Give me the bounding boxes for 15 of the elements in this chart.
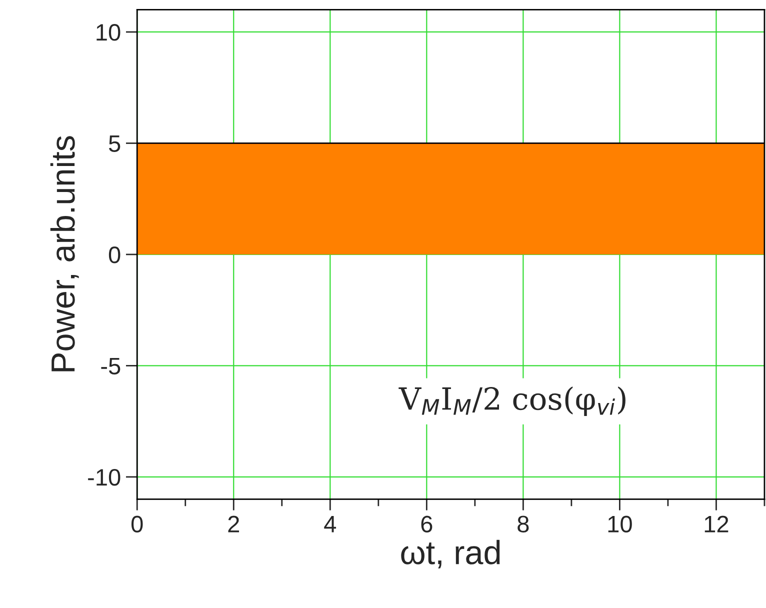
y-axis-title: Power, arb.units	[50, 136, 79, 372]
x-tick-label: 4	[324, 516, 336, 532]
x-tick-label: 12	[704, 516, 728, 532]
y-tick-label: -10	[88, 468, 120, 486]
y-tick-label: 10	[96, 24, 120, 41]
annotation: V$_{M}$I$_{M}$/2 cos(φ$_{vi}$)	[398, 386, 626, 416]
y-tick-label: 5	[108, 136, 120, 152]
x-tick-label: 6	[421, 516, 432, 532]
y-tick-label: 0	[108, 246, 120, 264]
x-axis-title: ωt, rad	[401, 540, 500, 568]
x-tick-label: 0	[131, 516, 143, 532]
x-tick-label: 10	[608, 516, 632, 532]
x-tick-label: 2	[228, 516, 240, 532]
x-tick-label: 8	[518, 516, 529, 532]
y-tick-label: -5	[101, 358, 120, 374]
